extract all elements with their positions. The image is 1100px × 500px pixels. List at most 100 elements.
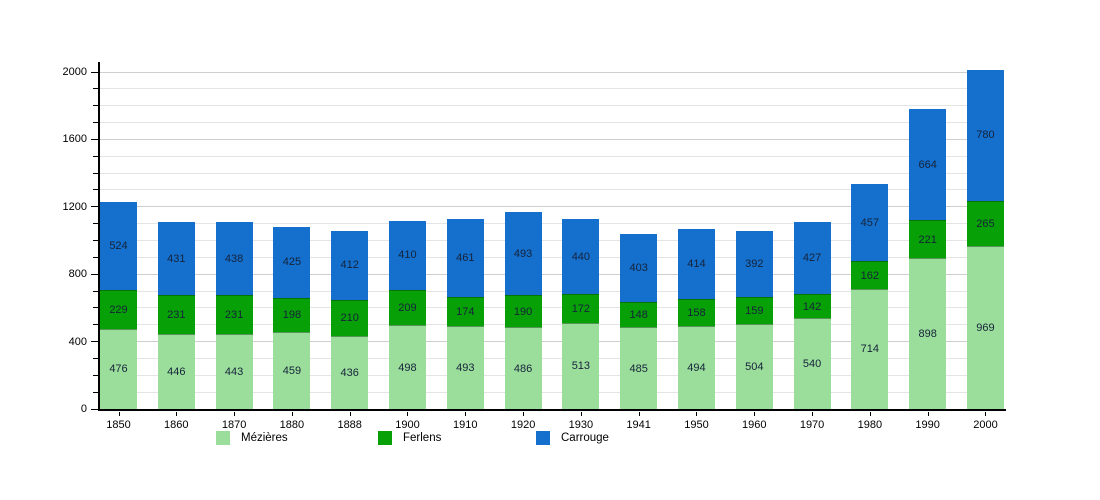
x-tick-1970	[812, 412, 814, 416]
bar-segment-carrouge-1860: 431	[157, 222, 195, 295]
bar-column-1941: 403 148 485 1941	[620, 234, 658, 431]
bar-column-1860: 431 231 446 1860	[157, 222, 195, 431]
y-tick-400	[91, 341, 98, 343]
y-tick-1200	[91, 206, 98, 208]
bar-column-2000: 780 265 969 2000	[966, 69, 1004, 431]
legend-swatch-carrouge	[536, 431, 550, 445]
x-label-1970: 1970	[799, 419, 825, 431]
x-label-1880: 1880	[279, 419, 305, 431]
bar-segment-carrouge-1900: 410	[388, 220, 426, 290]
y-tick-300	[93, 357, 98, 359]
bar-column-1960: 392 159 504 1960	[735, 231, 773, 431]
bar-segment-carrouge-1888: 412	[331, 230, 369, 301]
y-axis-line	[98, 62, 100, 411]
x-tick-1941	[638, 412, 640, 416]
bar-column-1930: 440 172 513 1930	[562, 219, 600, 431]
y-tick-label-0: 0	[80, 403, 87, 415]
bar-segment-ferlens-1910: 174	[446, 296, 484, 326]
bar-segment-mzires-1980: 714	[851, 288, 889, 409]
x-label-1960: 1960	[742, 419, 767, 431]
bar-segment-ferlens-1980: 162	[851, 261, 889, 289]
x-tick-2000	[985, 412, 987, 416]
y-tick-label-2000: 2000	[62, 66, 87, 78]
bar-segment-carrouge-1850: 524	[100, 201, 137, 291]
bar-column-1990: 664 221 898 1990	[909, 108, 947, 431]
x-tick-1950	[696, 412, 698, 416]
y-tick-1400	[93, 172, 98, 174]
bar-column-1920: 493 190 486 1920	[504, 212, 542, 431]
y-tick-1100	[93, 223, 98, 225]
minor-gridline-1700	[100, 122, 1004, 124]
minor-gridline-1000	[100, 240, 1004, 241]
minor-gridline-100	[100, 391, 1004, 393]
bar-segment-carrouge-2000: 780	[966, 69, 1004, 202]
y-tick-label-800: 800	[68, 268, 87, 281]
x-label-1910: 1910	[453, 419, 478, 431]
bar-segment-ferlens-1930: 172	[562, 293, 600, 323]
bar-segment-mzires-1960: 504	[735, 324, 773, 409]
y-tick-900	[93, 256, 98, 258]
bar-segment-carrouge-1960: 392	[735, 231, 773, 298]
y-tick-600	[93, 307, 98, 309]
bar-segment-mzires-1950: 494	[677, 325, 715, 409]
bar-column-1950: 414 158 494 1950	[677, 229, 715, 431]
y-tick-label-1200: 1200	[62, 200, 87, 213]
x-tick-1930	[580, 412, 582, 416]
bar-segment-carrouge-1980: 457	[851, 184, 889, 262]
y-tick-800	[91, 273, 98, 275]
x-tick-1960	[754, 412, 756, 416]
minor-gridline-1500	[100, 155, 1004, 157]
x-label-1900: 1900	[395, 419, 420, 431]
minor-gridline-500	[100, 324, 1004, 326]
y-tick-100	[93, 391, 98, 393]
minor-gridline-1900	[100, 88, 1004, 90]
bar-column-1880: 425 198 459 1880	[273, 226, 311, 431]
bar-segment-mzires-1920: 486	[504, 327, 542, 409]
bar-column-1850: 524 229 476 1850	[100, 201, 137, 431]
y-tick-label-400: 400	[68, 335, 87, 348]
bar-segment-ferlens-1970: 142	[793, 294, 831, 318]
bar-segment-ferlens-1990: 221	[909, 220, 947, 258]
bar-segment-ferlens-2000: 265	[966, 201, 1004, 246]
minor-gridline-700	[100, 290, 1004, 292]
y-tick-1600	[91, 138, 98, 140]
major-gridline-1600	[100, 138, 1004, 140]
bar-segment-carrouge-1930: 440	[562, 219, 600, 294]
bar-column-1870: 438 231 443 1870	[215, 221, 253, 431]
x-label-1870: 1870	[221, 419, 247, 431]
x-tick-1900	[407, 412, 409, 416]
bar-segment-ferlens-1850: 229	[100, 290, 137, 329]
bar-segment-mzires-1860: 446	[157, 333, 195, 409]
x-label-1860: 1860	[164, 419, 189, 431]
x-label-1930: 1930	[568, 419, 594, 431]
legend-item-ferlens: Ferlens	[378, 431, 441, 445]
bar-segment-mzires-1900: 498	[388, 325, 426, 409]
bar-segment-mzires-1910: 493	[446, 325, 484, 409]
legend-swatch-ferlens	[378, 431, 392, 445]
major-gridline-1200	[100, 206, 1004, 208]
minor-gridline-900	[100, 256, 1004, 258]
y-tick-2000	[91, 71, 98, 73]
bar-segment-carrouge-1870: 438	[215, 221, 253, 296]
bar-segment-ferlens-1950: 158	[677, 299, 715, 326]
bar-column-1888: 412 210 436 1888	[331, 230, 369, 431]
bar-segment-ferlens-1860: 231	[157, 294, 195, 334]
x-tick-1910	[465, 412, 467, 416]
y-tick-500	[93, 324, 98, 326]
bar-segment-mzires-1930: 513	[562, 322, 600, 409]
bar-segment-ferlens-1870: 231	[215, 295, 253, 335]
x-tick-1870	[234, 412, 236, 416]
y-tick-1800	[93, 105, 98, 107]
minor-gridline-600	[100, 307, 1004, 309]
y-tick-200	[93, 374, 98, 376]
bar-segment-ferlens-1888: 210	[331, 300, 369, 336]
y-tick-0	[91, 408, 98, 410]
legend-label-ferlens: Ferlens	[403, 432, 442, 444]
minor-gridline-1800	[100, 105, 1004, 107]
bar-segment-carrouge-1950: 414	[677, 229, 715, 300]
x-label-1990: 1990	[915, 419, 940, 431]
bar-segment-carrouge-1910: 461	[446, 218, 484, 297]
y-tick-1300	[93, 189, 98, 191]
bar-segment-mzires-1970: 540	[793, 318, 831, 409]
